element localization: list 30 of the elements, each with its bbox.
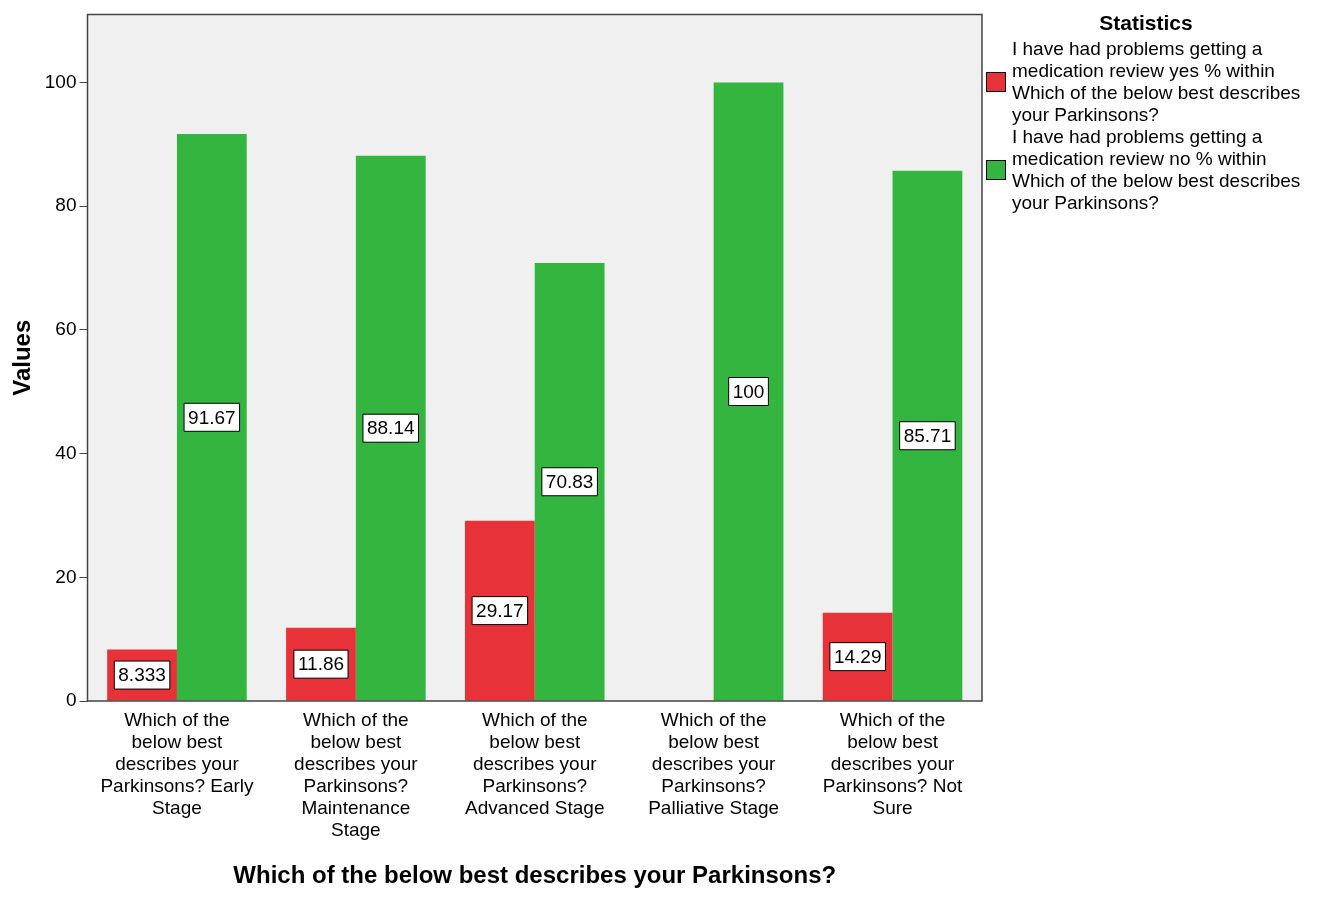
x-axis-title: Which of the below best describes your Parkinsons?	[233, 861, 837, 889]
legend-title: Statistics	[1098, 11, 1194, 34]
data-label: 85.71	[903, 424, 952, 446]
legend-label: I have had problems getting a medication review yes % within Which of the below best describes your Parkinsons?	[1012, 38, 1302, 126]
bar	[892, 170, 963, 701]
data-label: 100	[732, 380, 765, 402]
data-label: 14.29	[833, 645, 882, 667]
bar	[176, 133, 247, 701]
x-tick-label: Which of the below best describes your Parkinsons? Early Stage	[100, 709, 255, 818]
x-tick-label: Which of the below best describes your Parkinsons? Not Sure	[822, 709, 963, 818]
x-tick-label: Which of the below best describes your Parkinsons? Palliative Stage	[648, 709, 780, 818]
data-label: 11.86	[297, 653, 345, 675]
data-label: 88.14	[366, 417, 415, 439]
y-axis-title: Values	[8, 319, 36, 396]
x-tick-label: Which of the below best describes your Parkinsons? Advanced Stage	[465, 709, 605, 818]
data-label: 70.83	[545, 470, 594, 492]
legend-label: I have had problems getting a medication review no % within Which of the below best describes your Parkinsons?	[1012, 126, 1302, 214]
y-tick-label: 0	[65, 689, 77, 711]
y-tick-label: 80	[55, 194, 77, 216]
y-tick-label: 40	[55, 441, 77, 463]
bar	[534, 262, 605, 701]
data-label: 29.17	[476, 599, 524, 621]
y-tick-label: 20	[55, 565, 77, 587]
bar	[355, 155, 426, 701]
y-tick-label: 100	[44, 70, 77, 92]
y-tick-label: 60	[55, 318, 77, 340]
x-tick-label: Which of the below best describes your Parkinsons? Maintenance Stage	[294, 709, 419, 840]
data-label: 91.67	[188, 406, 236, 428]
bar	[713, 82, 784, 701]
data-label: 8.333	[118, 664, 166, 686]
